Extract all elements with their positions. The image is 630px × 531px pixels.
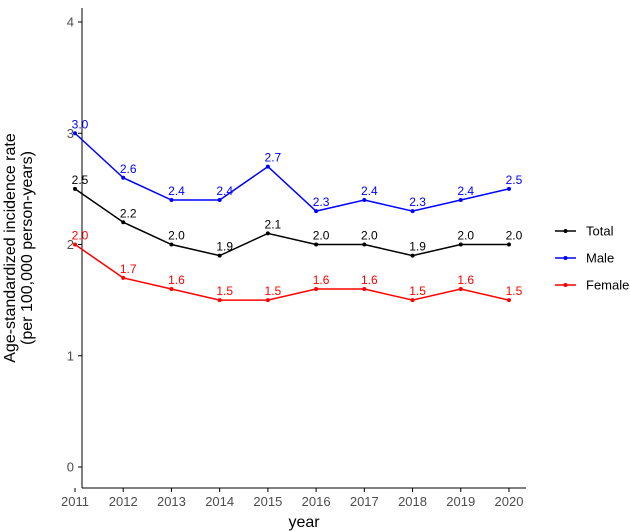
- series-layer: [73, 131, 511, 303]
- data-label-male: 2.4: [457, 184, 474, 198]
- y-tick-label: 2: [67, 237, 74, 252]
- data-label-total: 1.9: [409, 240, 426, 254]
- data-point-total: [458, 242, 463, 247]
- data-point-male: [169, 198, 174, 202]
- data-point-female: [217, 298, 222, 303]
- series-line-total: [74, 188, 509, 257]
- legend-label-male: Male: [586, 251, 614, 266]
- data-point-male: [121, 175, 126, 180]
- data-point-male: [458, 198, 463, 202]
- data-point-male: [314, 209, 319, 214]
- data-label-female: 1.6: [457, 273, 474, 287]
- x-tick-label: 2011: [61, 494, 89, 509]
- data-label-total: 2.2: [120, 206, 137, 220]
- data-point-female: [362, 287, 367, 291]
- data-point-total: [121, 220, 126, 225]
- data-label-male: 2.6: [120, 162, 137, 176]
- data-label-female: 1.6: [313, 273, 330, 287]
- data-point-female: [410, 298, 415, 303]
- data-label-male: 2.3: [409, 195, 426, 209]
- x-tick-label: 2016: [302, 494, 331, 509]
- data-point-total: [169, 242, 174, 247]
- legend-label-total: Total: [586, 224, 614, 239]
- data-point-female: [73, 242, 77, 247]
- data-label-total: 2.0: [506, 229, 523, 243]
- x-tick-label: 2017: [350, 494, 379, 509]
- x-tick-label: 2020: [495, 494, 524, 509]
- legend-label-female: Female: [586, 278, 629, 293]
- data-labels: 2.5 2.2 2.0 1.9 2.1 2.0 2.0 1.9 2.0 2.0 3.0 2.6 2.4 2…: [72, 117, 523, 298]
- series-line-male: [74, 132, 510, 212]
- data-label-total: 2.1: [265, 217, 282, 231]
- data-label-male: 2.4: [216, 184, 233, 198]
- data-point-total: [314, 242, 319, 247]
- data-label-female: 1.5: [409, 284, 426, 298]
- data-label-total: 2.0: [361, 229, 378, 243]
- data-point-total: [217, 253, 222, 258]
- data-label-total: 2.0: [457, 229, 474, 243]
- series-line-female: [74, 243, 510, 301]
- y-axis-title-line-2: (per 100,000 person-years): [19, 151, 36, 345]
- data-label-female: 1.5: [506, 284, 523, 298]
- y-tick-label: 1: [67, 348, 74, 363]
- data-label-male: 2.7: [265, 151, 282, 165]
- x-tick-label: 2015: [253, 494, 282, 509]
- data-label-male: 2.4: [361, 184, 378, 198]
- x-tick-label: 2012: [109, 494, 138, 509]
- x-axis-title: year: [288, 514, 320, 531]
- legend: Total Male Female: [555, 224, 629, 293]
- x-tick-label: 2014: [205, 494, 234, 509]
- x-tick-label: 2019: [446, 494, 475, 509]
- data-point-total: [73, 186, 77, 191]
- data-label-male: 3.0: [72, 117, 89, 131]
- data-point-male: [73, 131, 77, 136]
- data-label-total: 2.0: [313, 229, 330, 243]
- y-ticks: 0 1 2 3 4: [67, 15, 82, 475]
- data-point-female: [458, 287, 463, 291]
- data-point-male: [506, 186, 511, 191]
- x-tick-label: 2013: [157, 494, 186, 509]
- data-point-total: [410, 253, 415, 258]
- data-point-total: [506, 242, 511, 247]
- data-label-female: 1.5: [265, 284, 282, 298]
- data-label-total: 2.0: [168, 229, 185, 243]
- data-label-female: 2.0: [72, 229, 89, 243]
- legend-marker-male: [563, 256, 568, 260]
- data-point-male: [217, 198, 222, 202]
- y-tick-label: 0: [67, 460, 74, 475]
- x-ticks: 2011 2012 2013 2014 2015 2016 2017 2018 2019 2020: [61, 488, 523, 509]
- data-point-female: [169, 287, 174, 291]
- data-label-female: 1.7: [120, 262, 137, 276]
- data-label-total: 2.5: [72, 173, 89, 187]
- data-point-total: [265, 231, 270, 236]
- data-point-female: [506, 298, 511, 303]
- data-label-female: 1.5: [216, 284, 233, 298]
- data-point-female: [314, 287, 319, 291]
- y-tick-label: 4: [67, 15, 74, 30]
- y-axis-title: Age-standardized incidence rate (per 100…: [2, 133, 36, 363]
- data-point-female: [121, 275, 126, 280]
- data-label-male: 2.5: [506, 173, 523, 187]
- legend-marker-female: [563, 283, 568, 287]
- data-point-total: [362, 242, 367, 247]
- data-label-male: 2.3: [313, 195, 330, 209]
- data-label-total: 1.9: [216, 240, 233, 254]
- y-axis-title-line-1: Age-standardized incidence rate: [2, 133, 19, 363]
- x-tick-label: 2018: [398, 494, 427, 509]
- legend-marker-total: [563, 229, 568, 233]
- y-tick-label: 3: [67, 126, 74, 141]
- data-label-male: 2.4: [168, 184, 185, 198]
- data-point-male: [410, 209, 415, 214]
- data-label-female: 1.6: [168, 273, 185, 287]
- data-point-male: [265, 164, 270, 169]
- data-point-male: [362, 198, 367, 202]
- data-label-female: 1.6: [361, 273, 378, 287]
- data-point-female: [265, 298, 270, 303]
